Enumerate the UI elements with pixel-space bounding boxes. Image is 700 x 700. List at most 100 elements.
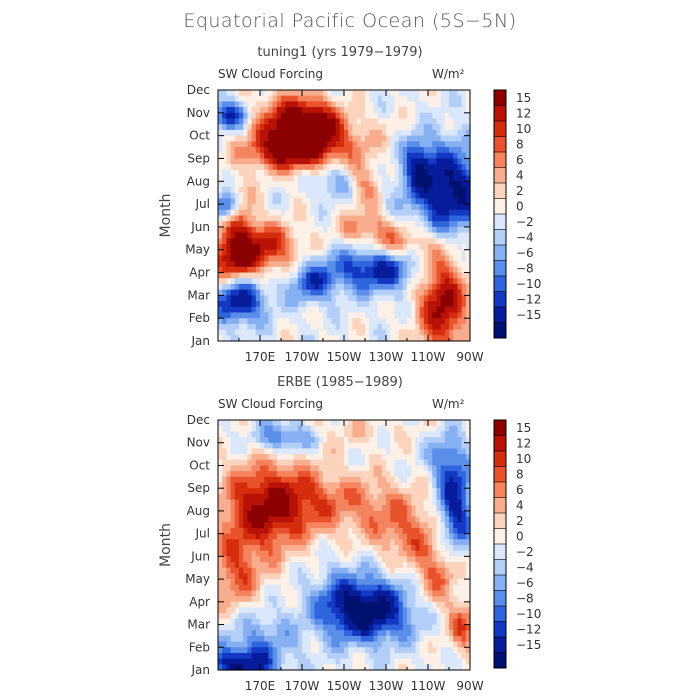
heatmap-cell	[289, 169, 295, 177]
heatmap-cell	[344, 442, 349, 450]
heatmap-cell	[339, 630, 345, 637]
heatmap-cell	[230, 522, 236, 529]
heatmap-cell	[423, 420, 429, 427]
heatmap-cell	[222, 488, 227, 495]
heatmap-cell	[272, 607, 278, 614]
heatmap-cell	[247, 510, 253, 518]
heatmap-cell	[234, 454, 240, 461]
heatmap-cell	[419, 556, 425, 563]
heatmap-cell	[255, 533, 261, 540]
heatmap-cell	[356, 118, 362, 125]
heatmap-cell	[407, 283, 412, 291]
heatmap-cell	[360, 141, 366, 148]
heatmap-cell	[386, 323, 391, 331]
heatmap-cell	[281, 312, 286, 319]
heatmap-cell	[461, 539, 467, 546]
heatmap-cell	[440, 147, 446, 154]
heatmap-cell	[281, 101, 286, 108]
heatmap-cell	[327, 261, 332, 268]
heatmap-cell	[373, 118, 379, 125]
heatmap-cell	[390, 550, 395, 557]
heatmap-cell	[377, 186, 383, 194]
heatmap-cell	[239, 527, 244, 535]
heatmap-cell	[230, 493, 236, 501]
heatmap-cell	[386, 272, 391, 279]
heatmap-cell	[377, 527, 383, 535]
heatmap-cell	[411, 158, 416, 165]
heatmap-cell	[239, 129, 244, 137]
heatmap-cell	[327, 533, 332, 540]
heatmap-cell	[239, 232, 244, 239]
heatmap-cell	[302, 624, 307, 631]
heatmap-cell	[373, 272, 379, 279]
heatmap-cell	[293, 613, 299, 620]
heatmap-cell	[428, 283, 433, 291]
heatmap-cell	[285, 459, 290, 467]
heatmap-cell	[281, 129, 286, 137]
heatmap-cell	[390, 152, 395, 160]
heatmap-cell	[226, 215, 232, 222]
heatmap-cell	[230, 186, 236, 194]
heatmap-cell	[411, 465, 416, 472]
heatmap-cell	[306, 238, 311, 245]
heatmap-cell	[276, 454, 282, 461]
heatmap-cell	[272, 431, 278, 438]
heatmap-cell	[276, 522, 282, 529]
heatmap-cell	[373, 249, 379, 257]
heatmap-cell	[327, 550, 332, 557]
heatmap-cell	[276, 112, 282, 120]
heatmap-cell	[218, 118, 223, 125]
heatmap-cell	[260, 90, 265, 97]
heatmap-cell	[423, 232, 429, 239]
heatmap-cell	[264, 437, 269, 444]
heatmap-cell	[440, 482, 446, 489]
heatmap-cell	[365, 169, 370, 177]
heatmap-cell	[461, 516, 467, 523]
heatmap-cell	[415, 420, 421, 427]
heatmap-cell	[281, 545, 286, 552]
heatmap-cell	[344, 164, 349, 171]
heatmap-cell	[293, 312, 299, 319]
heatmap-cell	[428, 562, 433, 569]
heatmap-cell	[377, 556, 383, 563]
heatmap-cell	[297, 323, 303, 331]
heatmap-cell	[335, 567, 341, 575]
heatmap-cell	[323, 238, 328, 245]
heatmap-cell	[440, 295, 446, 302]
heatmap-cell	[306, 527, 311, 535]
heatmap-cell	[331, 499, 337, 506]
heatmap-cell	[323, 209, 328, 217]
heatmap-cell	[352, 437, 358, 444]
heatmap-cell	[243, 550, 248, 557]
heatmap-cell	[302, 590, 307, 597]
heatmap-cell	[436, 329, 442, 336]
heatmap-cell	[402, 266, 408, 274]
heatmap-cell	[218, 209, 223, 217]
heatmap-cell	[365, 244, 370, 251]
heatmap-cell	[394, 454, 400, 461]
heatmap-cell	[432, 118, 437, 125]
heatmap-cell	[239, 437, 244, 444]
heatmap-cell	[268, 95, 274, 102]
heatmap-cell	[444, 425, 450, 432]
heatmap-cell	[264, 624, 269, 631]
heatmap-cell	[444, 124, 450, 131]
heatmap-cell	[356, 573, 362, 580]
heatmap-cell	[398, 550, 404, 557]
heatmap-cell	[335, 493, 341, 501]
heatmap-cell	[344, 181, 349, 188]
heatmap-cell	[331, 124, 337, 131]
heatmap-cell	[352, 533, 358, 540]
heatmap-cell	[226, 522, 232, 529]
heatmap-cell	[323, 118, 328, 125]
heatmap-cell	[398, 198, 404, 205]
heatmap-cell	[377, 505, 383, 512]
heatmap-cell	[327, 272, 332, 279]
heatmap-cell	[251, 181, 257, 188]
heatmap-cell	[465, 476, 471, 484]
heatmap-cell	[344, 95, 349, 102]
heatmap-cell	[356, 261, 362, 268]
heatmap-cell	[222, 266, 227, 274]
heatmap-cell	[390, 238, 395, 245]
heatmap-cell	[247, 607, 253, 614]
